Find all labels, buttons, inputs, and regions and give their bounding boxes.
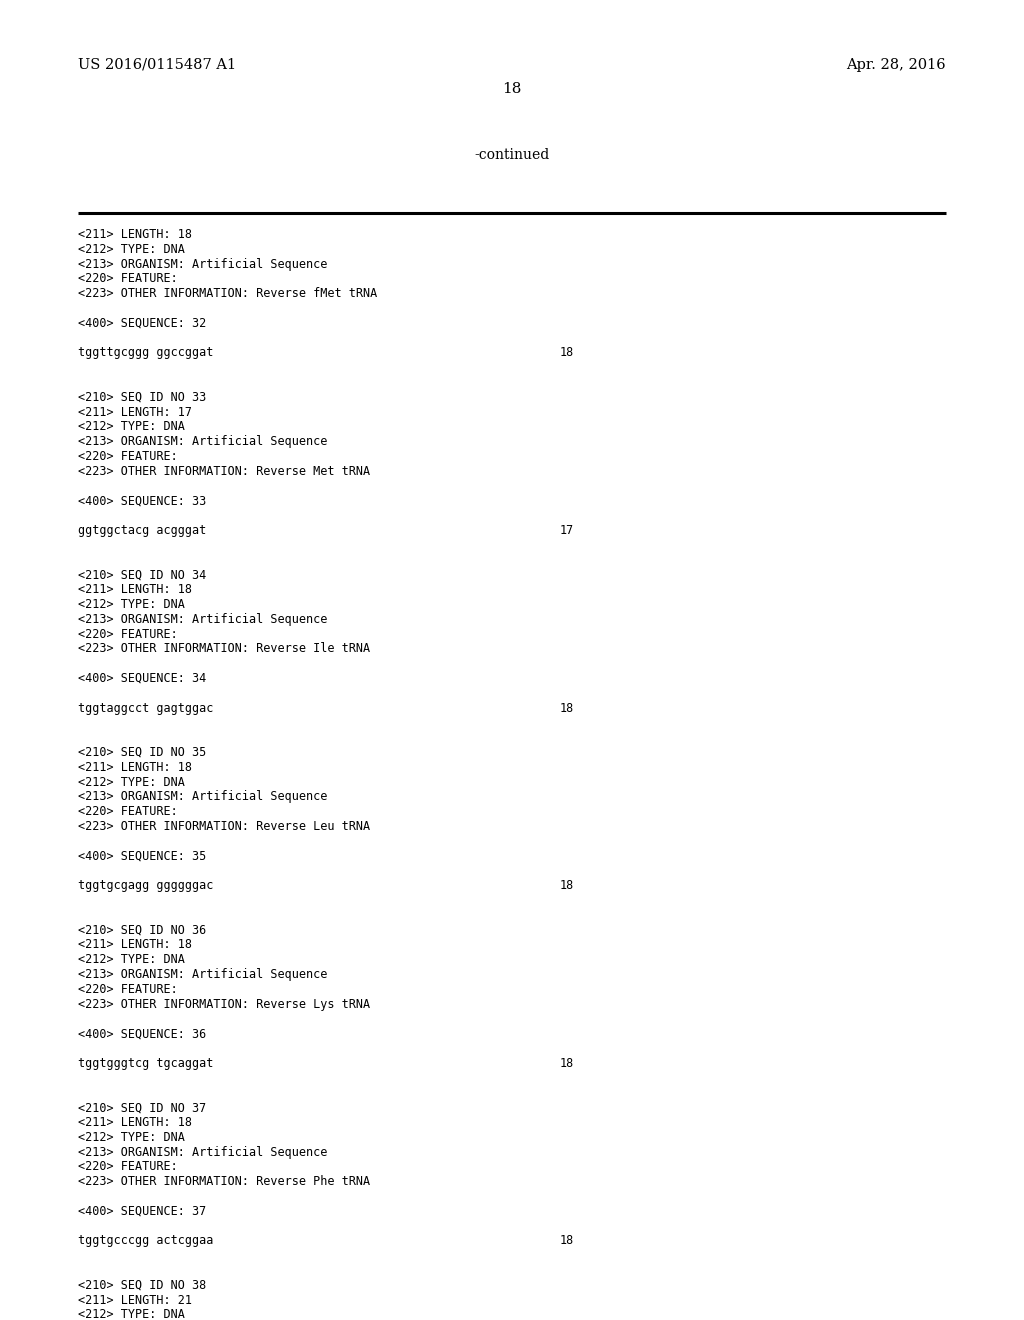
Text: -continued: -continued xyxy=(474,148,550,162)
Text: <213> ORGANISM: Artificial Sequence: <213> ORGANISM: Artificial Sequence xyxy=(78,436,328,449)
Text: <211> LENGTH: 21: <211> LENGTH: 21 xyxy=(78,1294,193,1307)
Text: tggttgcggg ggccggat: tggttgcggg ggccggat xyxy=(78,346,213,359)
Text: <213> ORGANISM: Artificial Sequence: <213> ORGANISM: Artificial Sequence xyxy=(78,791,328,804)
Text: <223> OTHER INFORMATION: Reverse Phe tRNA: <223> OTHER INFORMATION: Reverse Phe tRN… xyxy=(78,1175,370,1188)
Text: ggtggctacg acgggat: ggtggctacg acgggat xyxy=(78,524,206,537)
Text: <213> ORGANISM: Artificial Sequence: <213> ORGANISM: Artificial Sequence xyxy=(78,968,328,981)
Text: <400> SEQUENCE: 32: <400> SEQUENCE: 32 xyxy=(78,317,206,330)
Text: <213> ORGANISM: Artificial Sequence: <213> ORGANISM: Artificial Sequence xyxy=(78,1146,328,1159)
Text: 18: 18 xyxy=(560,1234,574,1247)
Text: <212> TYPE: DNA: <212> TYPE: DNA xyxy=(78,243,185,256)
Text: <400> SEQUENCE: 35: <400> SEQUENCE: 35 xyxy=(78,850,206,862)
Text: <212> TYPE: DNA: <212> TYPE: DNA xyxy=(78,1308,185,1320)
Text: tggtgcgagg ggggggac: tggtgcgagg ggggggac xyxy=(78,879,213,892)
Text: Apr. 28, 2016: Apr. 28, 2016 xyxy=(847,58,946,73)
Text: 17: 17 xyxy=(560,524,574,537)
Text: <211> LENGTH: 18: <211> LENGTH: 18 xyxy=(78,760,193,774)
Text: tggtgggtcg tgcaggat: tggtgggtcg tgcaggat xyxy=(78,1057,213,1069)
Text: <212> TYPE: DNA: <212> TYPE: DNA xyxy=(78,953,185,966)
Text: tggtgcccgg actcggaa: tggtgcccgg actcggaa xyxy=(78,1234,213,1247)
Text: <220> FEATURE:: <220> FEATURE: xyxy=(78,805,178,818)
Text: <210> SEQ ID NO 35: <210> SEQ ID NO 35 xyxy=(78,746,206,759)
Text: <223> OTHER INFORMATION: Reverse Lys tRNA: <223> OTHER INFORMATION: Reverse Lys tRN… xyxy=(78,998,370,1011)
Text: <211> LENGTH: 18: <211> LENGTH: 18 xyxy=(78,1115,193,1129)
Text: <220> FEATURE:: <220> FEATURE: xyxy=(78,627,178,640)
Text: <213> ORGANISM: Artificial Sequence: <213> ORGANISM: Artificial Sequence xyxy=(78,612,328,626)
Text: <213> ORGANISM: Artificial Sequence: <213> ORGANISM: Artificial Sequence xyxy=(78,257,328,271)
Text: 18: 18 xyxy=(560,879,574,892)
Text: <400> SEQUENCE: 34: <400> SEQUENCE: 34 xyxy=(78,672,206,685)
Text: <211> LENGTH: 18: <211> LENGTH: 18 xyxy=(78,228,193,242)
Text: <400> SEQUENCE: 37: <400> SEQUENCE: 37 xyxy=(78,1205,206,1218)
Text: <211> LENGTH: 18: <211> LENGTH: 18 xyxy=(78,939,193,952)
Text: 18: 18 xyxy=(503,82,521,96)
Text: <212> TYPE: DNA: <212> TYPE: DNA xyxy=(78,776,185,788)
Text: 18: 18 xyxy=(560,1057,574,1069)
Text: <223> OTHER INFORMATION: Reverse Ile tRNA: <223> OTHER INFORMATION: Reverse Ile tRN… xyxy=(78,643,370,656)
Text: <212> TYPE: DNA: <212> TYPE: DNA xyxy=(78,420,185,433)
Text: <211> LENGTH: 17: <211> LENGTH: 17 xyxy=(78,405,193,418)
Text: <210> SEQ ID NO 34: <210> SEQ ID NO 34 xyxy=(78,569,206,581)
Text: <400> SEQUENCE: 33: <400> SEQUENCE: 33 xyxy=(78,495,206,507)
Text: <220> FEATURE:: <220> FEATURE: xyxy=(78,1160,178,1173)
Text: <223> OTHER INFORMATION: Reverse Met tRNA: <223> OTHER INFORMATION: Reverse Met tRN… xyxy=(78,465,370,478)
Text: <223> OTHER INFORMATION: Reverse fMet tRNA: <223> OTHER INFORMATION: Reverse fMet tR… xyxy=(78,288,377,300)
Text: <210> SEQ ID NO 37: <210> SEQ ID NO 37 xyxy=(78,1101,206,1114)
Text: 18: 18 xyxy=(560,702,574,714)
Text: <210> SEQ ID NO 38: <210> SEQ ID NO 38 xyxy=(78,1279,206,1292)
Text: US 2016/0115487 A1: US 2016/0115487 A1 xyxy=(78,58,237,73)
Text: <212> TYPE: DNA: <212> TYPE: DNA xyxy=(78,598,185,611)
Text: <220> FEATURE:: <220> FEATURE: xyxy=(78,450,178,463)
Text: tggtaggcct gagtggac: tggtaggcct gagtggac xyxy=(78,702,213,714)
Text: <220> FEATURE:: <220> FEATURE: xyxy=(78,983,178,995)
Text: 18: 18 xyxy=(560,346,574,359)
Text: <212> TYPE: DNA: <212> TYPE: DNA xyxy=(78,1131,185,1144)
Text: <400> SEQUENCE: 36: <400> SEQUENCE: 36 xyxy=(78,1027,206,1040)
Text: <210> SEQ ID NO 36: <210> SEQ ID NO 36 xyxy=(78,924,206,937)
Text: <210> SEQ ID NO 33: <210> SEQ ID NO 33 xyxy=(78,391,206,404)
Text: <220> FEATURE:: <220> FEATURE: xyxy=(78,272,178,285)
Text: <211> LENGTH: 18: <211> LENGTH: 18 xyxy=(78,583,193,597)
Text: <223> OTHER INFORMATION: Reverse Leu tRNA: <223> OTHER INFORMATION: Reverse Leu tRN… xyxy=(78,820,370,833)
